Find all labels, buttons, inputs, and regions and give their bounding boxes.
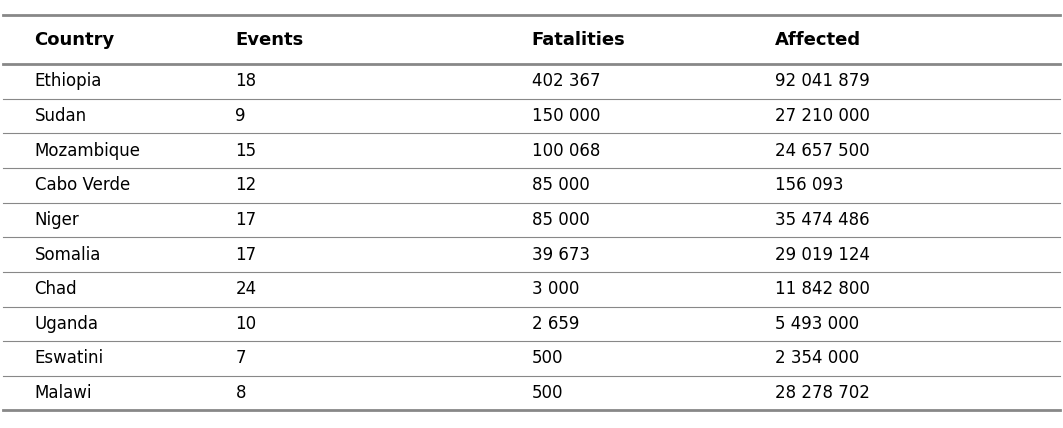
Text: 500: 500 bbox=[532, 350, 563, 368]
Text: 11 842 800: 11 842 800 bbox=[775, 280, 870, 298]
Text: 24 657 500: 24 657 500 bbox=[775, 142, 870, 160]
Text: 3 000: 3 000 bbox=[532, 280, 579, 298]
Text: 2 659: 2 659 bbox=[532, 315, 579, 333]
Text: 12: 12 bbox=[235, 176, 256, 194]
Text: Niger: Niger bbox=[34, 211, 80, 229]
Text: 39 673: 39 673 bbox=[532, 246, 590, 264]
Text: Chad: Chad bbox=[34, 280, 78, 298]
Text: 85 000: 85 000 bbox=[532, 176, 589, 194]
Text: 5 493 000: 5 493 000 bbox=[775, 315, 859, 333]
Text: Cabo Verde: Cabo Verde bbox=[34, 176, 130, 194]
Text: 85 000: 85 000 bbox=[532, 211, 589, 229]
Text: 15: 15 bbox=[235, 142, 256, 160]
Text: 35 474 486: 35 474 486 bbox=[775, 211, 870, 229]
Text: 9: 9 bbox=[235, 107, 246, 125]
Text: Somalia: Somalia bbox=[34, 246, 101, 264]
Text: Sudan: Sudan bbox=[34, 107, 86, 125]
Text: 28 278 702: 28 278 702 bbox=[775, 384, 870, 402]
Text: 8: 8 bbox=[235, 384, 246, 402]
Text: Affected: Affected bbox=[775, 31, 861, 49]
Text: 29 019 124: 29 019 124 bbox=[775, 246, 870, 264]
Text: Fatalities: Fatalities bbox=[532, 31, 625, 49]
Text: Malawi: Malawi bbox=[34, 384, 92, 402]
Text: Mozambique: Mozambique bbox=[34, 142, 140, 160]
Text: 2 354 000: 2 354 000 bbox=[775, 350, 859, 368]
Text: Ethiopia: Ethiopia bbox=[34, 72, 102, 90]
Text: Country: Country bbox=[34, 31, 115, 49]
Text: 18: 18 bbox=[235, 72, 256, 90]
Text: 27 210 000: 27 210 000 bbox=[775, 107, 870, 125]
Text: 10: 10 bbox=[235, 315, 256, 333]
Text: 24: 24 bbox=[235, 280, 256, 298]
Text: Eswatini: Eswatini bbox=[34, 350, 103, 368]
Text: 7: 7 bbox=[235, 350, 246, 368]
Text: 156 093: 156 093 bbox=[775, 176, 843, 194]
Text: 100 068: 100 068 bbox=[532, 142, 600, 160]
Text: Events: Events bbox=[235, 31, 304, 49]
Text: 500: 500 bbox=[532, 384, 563, 402]
Text: 17: 17 bbox=[235, 246, 256, 264]
Text: 402 367: 402 367 bbox=[532, 72, 600, 90]
Text: 150 000: 150 000 bbox=[532, 107, 600, 125]
Text: 92 041 879: 92 041 879 bbox=[775, 72, 870, 90]
Text: 17: 17 bbox=[235, 211, 256, 229]
Text: Uganda: Uganda bbox=[34, 315, 99, 333]
